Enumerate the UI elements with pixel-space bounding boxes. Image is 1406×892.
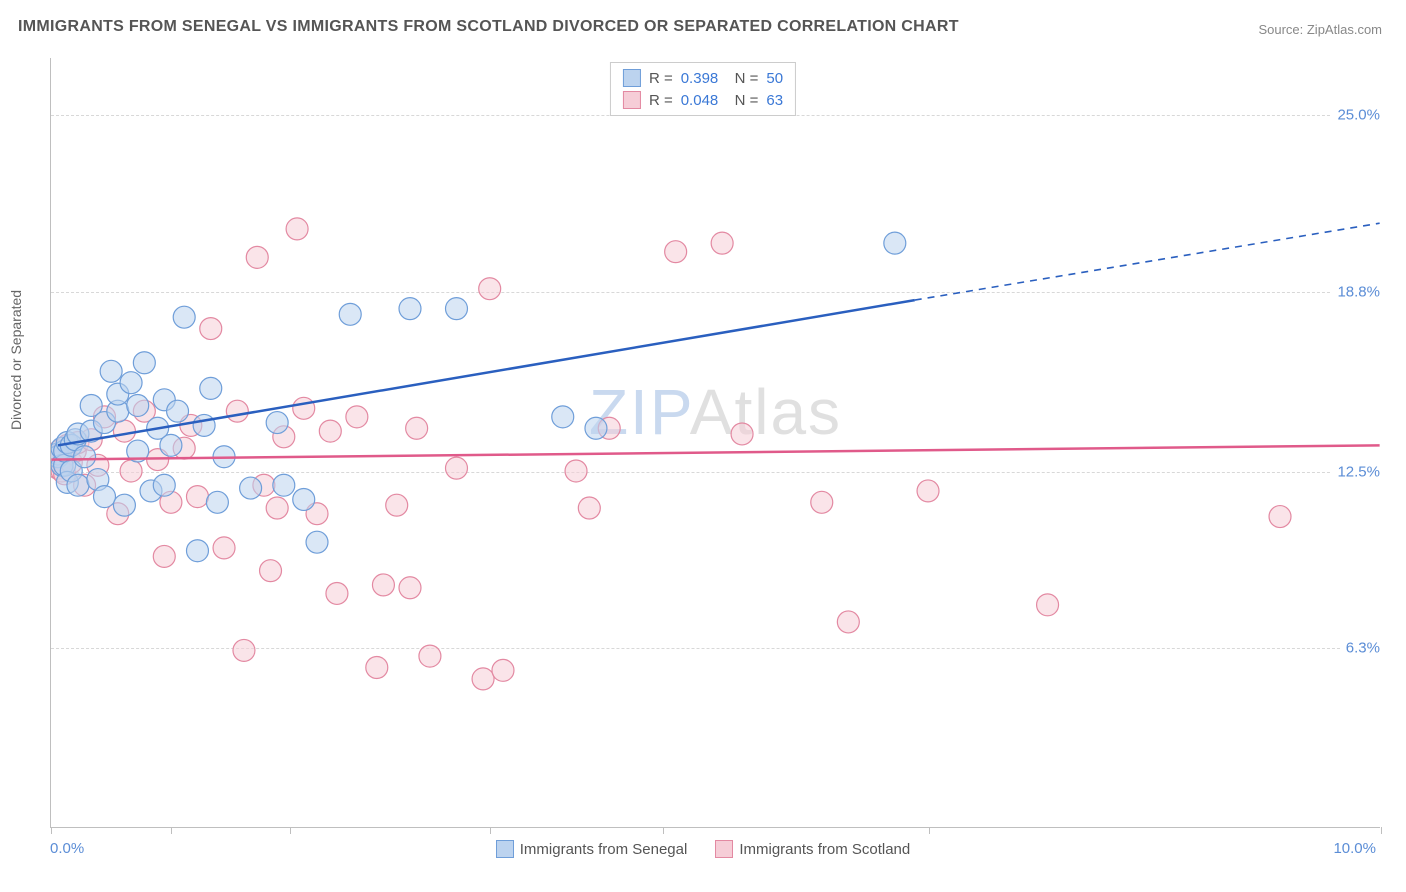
data-point (319, 420, 341, 442)
chart-svg (51, 58, 1380, 827)
swatch-series-1b (496, 840, 514, 858)
data-point (884, 232, 906, 254)
data-point (472, 668, 494, 690)
data-point (917, 480, 939, 502)
data-point (479, 278, 501, 300)
x-tick (290, 827, 291, 834)
y-axis-label: Divorced or Separated (8, 290, 24, 430)
legend-item-1: Immigrants from Senegal (496, 840, 688, 858)
chart-container: IMMIGRANTS FROM SENEGAL VS IMMIGRANTS FR… (0, 0, 1406, 892)
data-point (120, 460, 142, 482)
data-point (1269, 506, 1291, 528)
data-point (339, 303, 361, 325)
data-point (286, 218, 308, 240)
data-point (100, 360, 122, 382)
data-point (585, 417, 607, 439)
data-point (246, 246, 268, 268)
x-tick (929, 827, 930, 834)
data-point (372, 574, 394, 596)
chart-title: IMMIGRANTS FROM SENEGAL VS IMMIGRANTS FR… (18, 18, 959, 36)
data-point (133, 352, 155, 374)
data-point (578, 497, 600, 519)
x-tick (171, 827, 172, 834)
data-point (186, 540, 208, 562)
trend-line (915, 223, 1380, 300)
data-point (366, 657, 388, 679)
swatch-series-1 (623, 69, 641, 87)
data-point (665, 241, 687, 263)
data-point (406, 417, 428, 439)
r-value-1: 0.398 (681, 70, 719, 87)
plot-area: ZIPAtlas 6.3%12.5%18.8%25.0% (50, 58, 1380, 828)
n-label-2: N = (726, 92, 758, 109)
data-point (1037, 594, 1059, 616)
data-point (153, 474, 175, 496)
data-point (193, 414, 215, 436)
x-tick (663, 827, 664, 834)
data-point (346, 406, 368, 428)
data-point (233, 639, 255, 661)
legend-label-2: Immigrants from Scotland (739, 841, 910, 858)
data-point (173, 306, 195, 328)
swatch-series-2b (715, 840, 733, 858)
data-point (94, 486, 116, 508)
r-label-1: R = (649, 70, 673, 87)
legend-stats-row-2: R = 0.048 N = 63 (623, 89, 783, 111)
data-point (446, 298, 468, 320)
data-point (226, 400, 248, 422)
data-point (837, 611, 859, 633)
data-point (386, 494, 408, 516)
data-point (213, 537, 235, 559)
data-point (731, 423, 753, 445)
data-point (399, 298, 421, 320)
data-point (419, 645, 441, 667)
legend-label-1: Immigrants from Senegal (520, 841, 688, 858)
data-point (711, 232, 733, 254)
data-point (74, 446, 96, 468)
data-point (446, 457, 468, 479)
n-value-2: 63 (766, 92, 783, 109)
data-point (113, 420, 135, 442)
data-point (200, 377, 222, 399)
x-tick (1381, 827, 1382, 834)
data-point (153, 545, 175, 567)
data-point (492, 659, 514, 681)
legend-item-2: Immigrants from Scotland (715, 840, 910, 858)
data-point (160, 434, 182, 456)
data-point (399, 577, 421, 599)
data-point (67, 474, 89, 496)
r-label-2: R = (649, 92, 673, 109)
legend-series: Immigrants from Senegal Immigrants from … (0, 840, 1406, 858)
data-point (240, 477, 262, 499)
data-point (266, 497, 288, 519)
source-attribution: Source: ZipAtlas.com (1258, 22, 1382, 37)
data-point (552, 406, 574, 428)
data-point (565, 460, 587, 482)
data-point (167, 400, 189, 422)
legend-stats: R = 0.398 N = 50 R = 0.048 N = 63 (610, 62, 796, 116)
n-label-1: N = (726, 70, 758, 87)
x-tick (51, 827, 52, 834)
r-value-2: 0.048 (681, 92, 719, 109)
legend-stats-row-1: R = 0.398 N = 50 (623, 67, 783, 89)
n-value-1: 50 (766, 70, 783, 87)
data-point (200, 318, 222, 340)
x-tick (490, 827, 491, 834)
data-point (306, 531, 328, 553)
data-point (293, 488, 315, 510)
data-point (273, 474, 295, 496)
data-point (120, 372, 142, 394)
data-point (266, 412, 288, 434)
data-point (113, 494, 135, 516)
data-point (326, 582, 348, 604)
trend-line (51, 445, 1379, 459)
data-point (260, 560, 282, 582)
swatch-series-2 (623, 91, 641, 109)
data-point (293, 397, 315, 419)
data-point (127, 394, 149, 416)
data-point (206, 491, 228, 513)
data-point (811, 491, 833, 513)
data-point (186, 486, 208, 508)
